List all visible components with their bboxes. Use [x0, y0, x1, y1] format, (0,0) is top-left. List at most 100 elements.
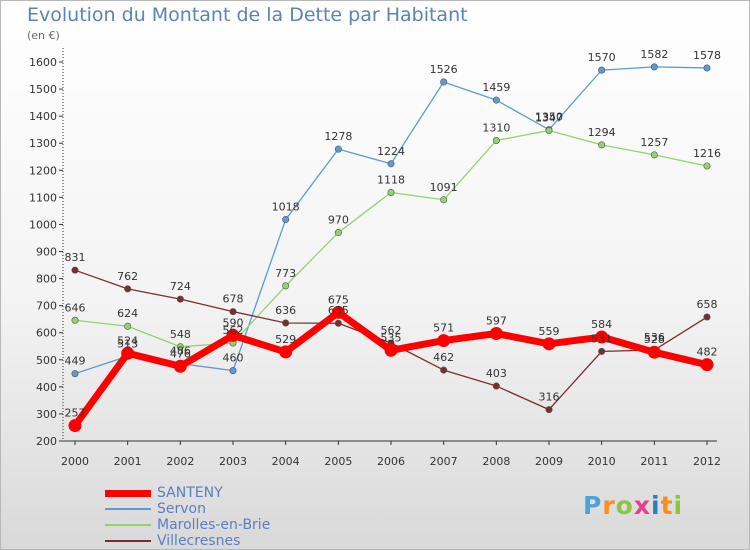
data-label: 1018: [272, 201, 300, 214]
data-point: [492, 96, 500, 104]
logo-letter: i: [651, 491, 661, 520]
data-label: 403: [486, 367, 507, 380]
legend-label: SANTENY: [157, 485, 223, 501]
data-label: 528: [644, 333, 665, 346]
data-point: [384, 343, 398, 357]
data-point: [173, 359, 187, 373]
data-point: [282, 319, 290, 327]
data-point: [595, 330, 609, 344]
legend-label: Servon: [157, 501, 206, 517]
data-label: 1257: [640, 136, 668, 149]
data-point: [545, 406, 553, 414]
data-label: 1224: [377, 145, 405, 158]
data-label: 1570: [588, 51, 616, 64]
y-tick-label: 1500: [29, 83, 57, 96]
data-point: [440, 196, 448, 204]
data-label: 678: [223, 293, 244, 306]
x-tick-label: 2001: [114, 455, 142, 468]
data-label: 1350: [535, 111, 563, 124]
data-label: 762: [117, 270, 138, 283]
y-tick-label: 900: [36, 246, 57, 259]
data-label: 449: [65, 355, 86, 368]
data-label: 476: [170, 347, 191, 360]
data-point: [650, 63, 658, 71]
data-label: 724: [170, 280, 191, 293]
data-label: 1294: [588, 126, 616, 139]
data-label: 482: [697, 346, 718, 359]
y-tick-label: 1400: [29, 110, 57, 123]
x-tick-label: 2003: [219, 455, 247, 468]
x-tick-label: 2004: [272, 455, 300, 468]
data-point: [334, 319, 342, 327]
y-tick-label: 600: [36, 327, 57, 340]
data-point: [334, 145, 342, 153]
proxiti-logo: Proxiti: [583, 491, 683, 520]
y-tick-label: 500: [36, 354, 57, 367]
y-tick-label: 1300: [29, 137, 57, 150]
data-label: 562: [223, 324, 244, 337]
data-point: [282, 282, 290, 290]
data-label: 597: [486, 315, 507, 328]
data-point: [440, 78, 448, 86]
data-label: 513: [117, 337, 138, 350]
y-tick-label: 800: [36, 273, 57, 286]
legend-swatch: [105, 524, 151, 526]
data-label: 486: [170, 345, 191, 358]
data-label: 460: [223, 352, 244, 365]
y-tick-label: 200: [36, 435, 57, 448]
y-tick-label: 700: [36, 300, 57, 313]
data-label: 1347: [535, 111, 563, 124]
data-label: 571: [433, 322, 454, 335]
logo-letter: i: [673, 491, 684, 520]
data-point: [703, 162, 711, 170]
data-label: 1118: [377, 173, 405, 186]
data-point: [647, 345, 661, 359]
data-point: [437, 334, 451, 348]
data-label: 635: [328, 304, 349, 317]
data-label: 584: [591, 318, 612, 331]
legend-swatch: [105, 540, 151, 542]
x-tick-label: 2000: [61, 455, 89, 468]
data-point: [492, 382, 500, 390]
data-point: [598, 141, 606, 149]
legend-item: SANTENY: [105, 485, 270, 501]
data-point: [700, 358, 714, 372]
data-label: 773: [275, 267, 296, 280]
legend-item: Servon: [105, 501, 270, 517]
data-point: [331, 305, 345, 319]
data-label: 531: [591, 332, 612, 345]
data-label: 1278: [324, 130, 352, 143]
data-point: [124, 285, 132, 293]
y-tick-label: 1000: [29, 218, 57, 231]
data-label: 636: [275, 304, 296, 317]
y-tick-label: 300: [36, 408, 57, 421]
x-tick-label: 2002: [166, 455, 194, 468]
data-label: 257: [65, 407, 86, 420]
data-point: [176, 343, 184, 351]
data-label: 1582: [640, 48, 668, 61]
x-tick-label: 2012: [693, 455, 721, 468]
y-tick-label: 1200: [29, 164, 57, 177]
data-label: 548: [170, 328, 191, 341]
legend-item: Marolles-en-Brie: [105, 517, 270, 533]
data-point: [121, 346, 135, 360]
y-tick-label: 400: [36, 381, 57, 394]
logo-letter: P: [583, 491, 603, 520]
data-point: [282, 216, 290, 224]
x-tick-label: 2010: [588, 455, 616, 468]
data-label: 658: [697, 298, 718, 311]
data-point: [542, 337, 556, 351]
chart-title: Evolution du Montant de la Dette par Hab…: [27, 4, 468, 26]
data-label: 1216: [693, 147, 721, 160]
data-label: 535: [381, 331, 402, 344]
x-tick-label: 2011: [640, 455, 668, 468]
data-point: [703, 313, 711, 321]
y-tick-label: 1600: [29, 56, 57, 69]
data-label: 559: [539, 325, 560, 338]
data-point: [387, 160, 395, 168]
x-tick-label: 2006: [377, 455, 405, 468]
data-point: [650, 151, 658, 159]
x-tick-label: 2009: [535, 455, 563, 468]
data-label: 831: [65, 251, 86, 264]
